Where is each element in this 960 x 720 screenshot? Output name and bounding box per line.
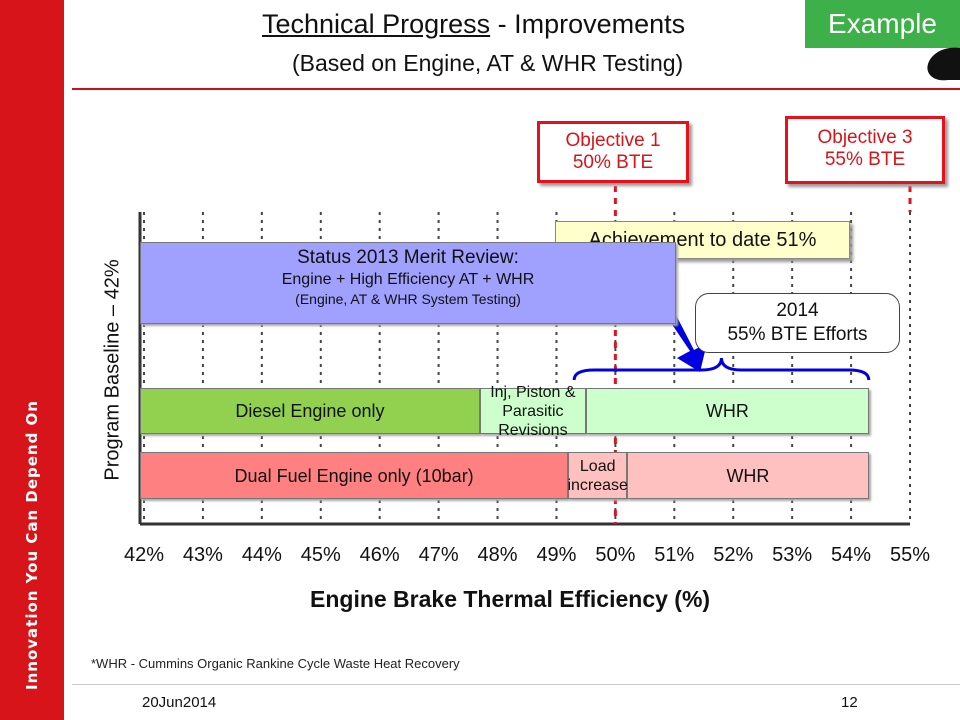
- x-tick-label: 48%: [478, 544, 518, 566]
- x-tick-label: 43%: [183, 544, 223, 566]
- bar-segment: Diesel Engine only: [140, 388, 480, 434]
- bar-segment: Dual Fuel Engine only (10bar): [140, 452, 569, 499]
- page-number: 12: [841, 694, 858, 711]
- footer-divider: [72, 684, 960, 685]
- header-divider: [72, 88, 960, 90]
- objective-3-line1: Objective 3: [817, 127, 913, 148]
- bar-segment: WHR: [627, 452, 869, 499]
- bar-segment: Load increase: [567, 452, 628, 499]
- bar-segment-label: Load increase: [567, 457, 628, 494]
- example-badge: Example: [805, 0, 960, 48]
- bar-segment: WHR: [585, 388, 869, 434]
- objective-1-callout: Objective 1 50% BTE: [537, 121, 689, 183]
- bar-segment-label: Dual Fuel Engine only (10bar): [234, 465, 474, 486]
- x-tick-label: 45%: [301, 544, 341, 566]
- status-line2: Engine + High Efficiency AT + WHR: [281, 271, 535, 288]
- title-underlined: Technical Progress: [262, 9, 491, 39]
- x-tick-label: 52%: [713, 544, 753, 566]
- page-title: Technical Progress - Improvements: [262, 9, 685, 40]
- objective-3-line2: 55% BTE: [824, 149, 906, 170]
- x-tick-label: 44%: [242, 544, 282, 566]
- bar-segment-label: WHR: [726, 465, 770, 486]
- title-rest: - Improvements: [490, 9, 686, 39]
- objective-1-line2: 50% BTE: [572, 152, 654, 173]
- x-tick-label: 42%: [124, 544, 164, 566]
- x-tick-label: 50%: [595, 544, 635, 566]
- bar-segment-label: Diesel Engine only: [235, 401, 385, 421]
- x-tick-label: 46%: [360, 544, 400, 566]
- bar-segment: Inj, Piston & Parasitic Revisions: [479, 384, 586, 439]
- x-tick-label: 47%: [419, 544, 459, 566]
- bar-segment-label: WHR: [705, 401, 749, 421]
- status-line3: (Engine, AT & WHR System Testing): [295, 291, 521, 307]
- brand-sidebar: Innovation You Can Depend On: [0, 0, 64, 720]
- efforts-line2: 55% BTE Efforts: [727, 324, 868, 345]
- efforts-brace: [572, 357, 871, 381]
- x-tick-label: 55%: [890, 544, 930, 566]
- footer-date: 20Jun2014: [142, 694, 217, 711]
- efforts-line1: 2014: [776, 300, 819, 321]
- page-subtitle: (Based on Engine, AT & WHR Testing): [292, 50, 684, 76]
- x-tick-label: 53%: [772, 544, 812, 566]
- status-line1: Status 2013 Merit Review:: [297, 247, 519, 268]
- x-tick-label: 49%: [536, 544, 576, 566]
- x-tick-label: 54%: [831, 544, 871, 566]
- efforts-callout: 2014 55% BTE Efforts: [695, 293, 900, 353]
- objective-1-line1: Objective 1: [565, 130, 661, 151]
- bar-segment-label: Inj, Piston & Parasitic Revisions: [490, 383, 576, 439]
- x-axis-label: Engine Brake Thermal Efficiency (%): [310, 586, 711, 612]
- company-logo-icon: [927, 47, 960, 81]
- y-axis-label: Program Baseline – 42%: [101, 259, 124, 481]
- footnote: *WHR - Cummins Organic Rankine Cycle Was…: [91, 656, 460, 671]
- objective-3-callout: Objective 3 55% BTE: [785, 116, 945, 184]
- status-2013-bar: Status 2013 Merit Review: Engine + High …: [140, 242, 676, 324]
- x-tick-label: 51%: [654, 544, 694, 566]
